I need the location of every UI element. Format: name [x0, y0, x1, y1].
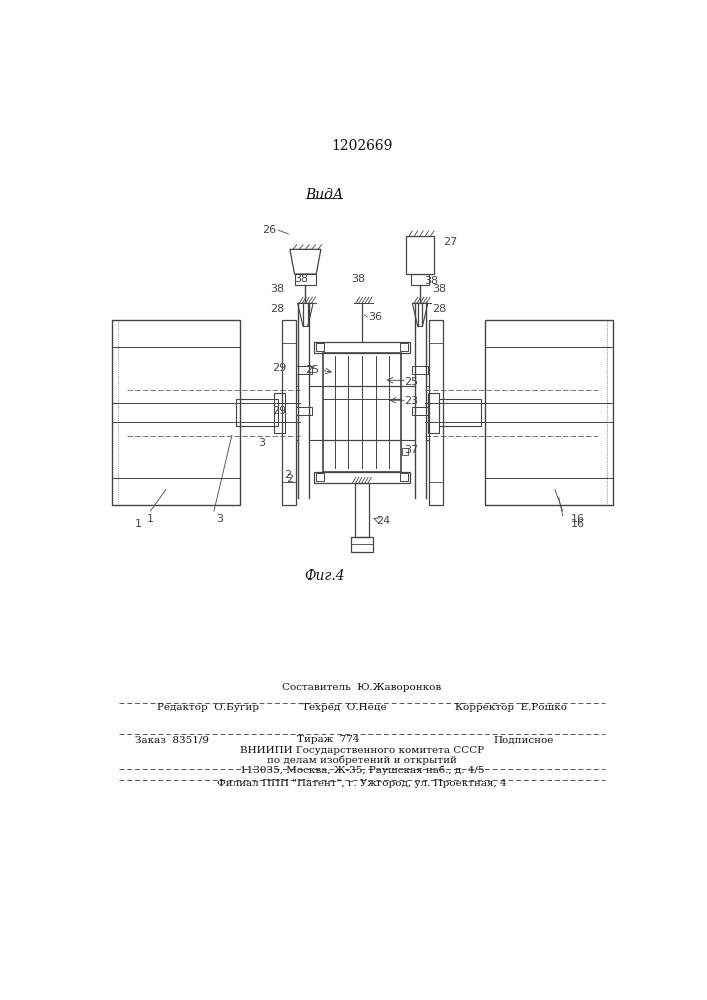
- Text: Техред  О.Неце: Техред О.Неце: [302, 703, 387, 712]
- Bar: [235, 399, 279, 426]
- Text: 113035, Москва, Ж-35, Раушская наб., д. 4/5: 113035, Москва, Ж-35, Раушская наб., д. …: [240, 766, 484, 775]
- Bar: [402, 448, 409, 455]
- Bar: [316, 473, 324, 481]
- Bar: [323, 353, 401, 472]
- Bar: [282, 320, 296, 505]
- Text: 26: 26: [262, 225, 276, 235]
- Bar: [112, 320, 240, 505]
- Bar: [351, 537, 373, 552]
- Bar: [412, 366, 428, 374]
- Text: 1: 1: [147, 514, 154, 524]
- Text: 29: 29: [272, 406, 287, 416]
- Text: 25: 25: [305, 365, 320, 375]
- Text: по делам изобретений и открытий: по делам изобретений и открытий: [267, 756, 457, 765]
- Text: 27: 27: [443, 237, 457, 247]
- Text: 28: 28: [270, 304, 284, 314]
- Text: 23: 23: [404, 396, 419, 406]
- Text: 2: 2: [284, 470, 291, 480]
- Bar: [400, 473, 408, 481]
- Bar: [314, 342, 410, 353]
- Text: ВидА: ВидА: [305, 188, 344, 202]
- Bar: [428, 320, 443, 505]
- Text: 29: 29: [272, 363, 287, 373]
- Text: 28: 28: [432, 304, 446, 314]
- Text: 3: 3: [257, 438, 264, 448]
- Bar: [438, 399, 481, 426]
- Bar: [274, 393, 285, 433]
- Text: 3: 3: [216, 514, 223, 524]
- Text: Филиал ППП "Патент", г. Ужгород, ул. Проектная, 4: Филиал ППП "Патент", г. Ужгород, ул. Про…: [217, 779, 507, 788]
- Text: Тираж  774: Тираж 774: [298, 735, 360, 744]
- Text: Корректор  Е.Рошко: Корректор Е.Рошко: [455, 703, 567, 712]
- Text: 36: 36: [368, 312, 382, 322]
- Text: Составитель  Ю.Жаворонков: Составитель Ю.Жаворонков: [282, 683, 442, 692]
- Text: 37: 37: [404, 445, 419, 455]
- Bar: [411, 274, 429, 285]
- Bar: [428, 393, 438, 433]
- Text: 38: 38: [294, 274, 308, 284]
- Bar: [412, 407, 428, 415]
- Bar: [400, 343, 408, 351]
- Text: Подписное: Подписное: [493, 735, 554, 744]
- Text: 38: 38: [351, 274, 365, 284]
- Text: ВНИИПИ Государственного комитета СССР: ВНИИПИ Государственного комитета СССР: [240, 746, 484, 755]
- Bar: [314, 472, 410, 483]
- Text: 38: 38: [270, 284, 284, 294]
- Bar: [406, 235, 434, 274]
- Text: 1202669: 1202669: [332, 139, 392, 153]
- Bar: [295, 274, 316, 285]
- Text: Заказ  8351/9: Заказ 8351/9: [135, 735, 209, 744]
- Text: Фиг.4: Фиг.4: [305, 569, 345, 583]
- Text: 16: 16: [571, 514, 585, 524]
- Text: 2: 2: [286, 474, 293, 484]
- Bar: [485, 320, 613, 505]
- Text: 16: 16: [571, 519, 585, 529]
- Text: 38: 38: [432, 284, 446, 294]
- Text: 25: 25: [404, 377, 419, 387]
- Text: 38: 38: [424, 276, 438, 286]
- Text: Редактор  О.Бугир: Редактор О.Бугир: [156, 703, 259, 712]
- Bar: [355, 483, 369, 537]
- Text: 1: 1: [135, 519, 142, 529]
- Bar: [296, 407, 312, 415]
- Text: 24: 24: [376, 516, 390, 526]
- Bar: [296, 366, 312, 374]
- Bar: [316, 343, 324, 351]
